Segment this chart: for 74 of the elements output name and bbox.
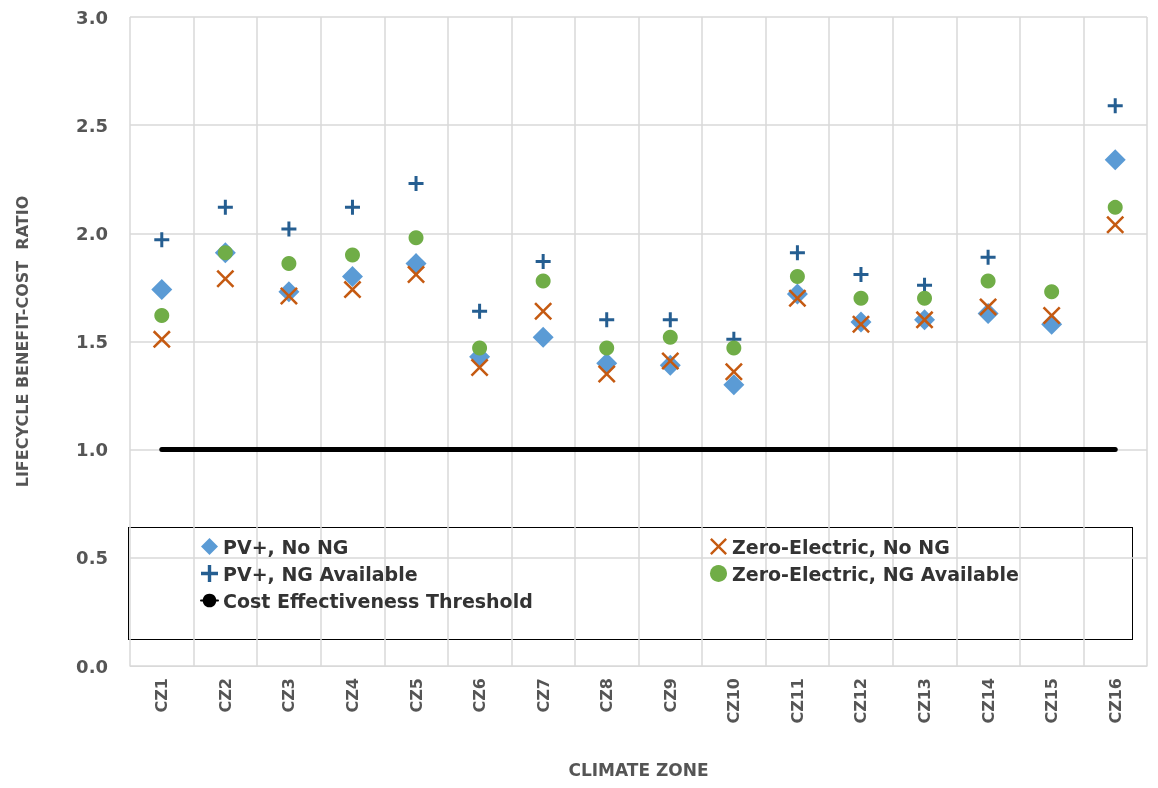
x-tick-label: CZ12 <box>851 678 871 724</box>
point <box>853 266 869 282</box>
point <box>281 221 297 237</box>
point <box>662 329 678 345</box>
x-tick-label: CZ15 <box>1042 678 1062 724</box>
legend-label: PV+, No NG <box>223 535 349 558</box>
point <box>1044 284 1060 300</box>
x-tick-label: CZ4 <box>342 678 362 713</box>
point <box>154 308 170 324</box>
point <box>662 312 678 328</box>
point <box>1107 199 1123 215</box>
point <box>724 362 743 381</box>
legend-label: Zero-Electric, NG Available <box>732 562 1019 585</box>
y-tick-label: 1.0 <box>76 439 108 461</box>
point <box>597 364 616 383</box>
point <box>344 247 360 263</box>
point <box>661 351 680 370</box>
point <box>980 273 996 289</box>
y-axis-title: LIFECYCLE BENEFIT-COST RATIO <box>12 195 32 488</box>
x-tick-label: CZ9 <box>660 678 680 713</box>
point <box>217 199 233 215</box>
y-tick-label: 3.0 <box>76 6 108 28</box>
point <box>979 297 998 316</box>
y-tick-label: 0.0 <box>76 655 108 677</box>
x-tick-label: CZ1 <box>152 678 172 713</box>
point <box>154 232 170 248</box>
x-tick-label: CZ8 <box>597 678 617 713</box>
x-tick-label: CZ3 <box>279 678 299 713</box>
x-tick-label: CZ7 <box>533 678 553 713</box>
point <box>532 326 554 348</box>
point <box>152 330 171 349</box>
point <box>917 290 933 306</box>
legend-label: Zero-Electric, No NG <box>732 535 950 558</box>
x-tick-label: CZ11 <box>787 678 807 724</box>
point <box>726 340 742 356</box>
point <box>534 302 553 321</box>
point <box>599 340 615 356</box>
point <box>151 279 173 301</box>
legend-label: Cost Effectiveness Threshold <box>223 589 533 612</box>
y-tick-label: 2.5 <box>76 114 108 136</box>
point <box>917 277 933 293</box>
point <box>980 249 996 265</box>
point <box>472 340 488 356</box>
x-tick-label: CZ14 <box>978 678 998 724</box>
point <box>472 303 488 319</box>
x-tick-label: CZ13 <box>915 678 935 724</box>
point <box>853 290 869 306</box>
x-tick-label: CZ10 <box>724 678 744 724</box>
point <box>344 199 360 215</box>
point <box>407 265 426 284</box>
legend-label: PV+, NG Available <box>223 562 418 585</box>
y-tick-label: 1.5 <box>76 331 108 352</box>
point <box>723 374 745 396</box>
point <box>599 312 615 328</box>
point <box>788 289 807 308</box>
point <box>1107 98 1123 114</box>
point <box>281 256 297 272</box>
y-tick-label: 0.5 <box>76 547 108 569</box>
point <box>789 245 805 261</box>
point <box>216 269 235 288</box>
x-tick-label: CZ2 <box>215 678 235 713</box>
point <box>408 176 424 192</box>
point <box>535 273 551 289</box>
x-tick-label: CZ5 <box>406 678 426 713</box>
x-tick-label: CZ16 <box>1105 678 1125 724</box>
x-tick-label: CZ6 <box>470 678 490 713</box>
point <box>408 230 424 246</box>
point <box>341 266 363 288</box>
y-tick-label: 2.0 <box>76 222 108 244</box>
point <box>535 253 551 269</box>
point <box>789 269 805 285</box>
point <box>1106 215 1125 234</box>
x-axis-title: CLIMATE ZONE <box>568 759 709 780</box>
point <box>1104 149 1126 171</box>
